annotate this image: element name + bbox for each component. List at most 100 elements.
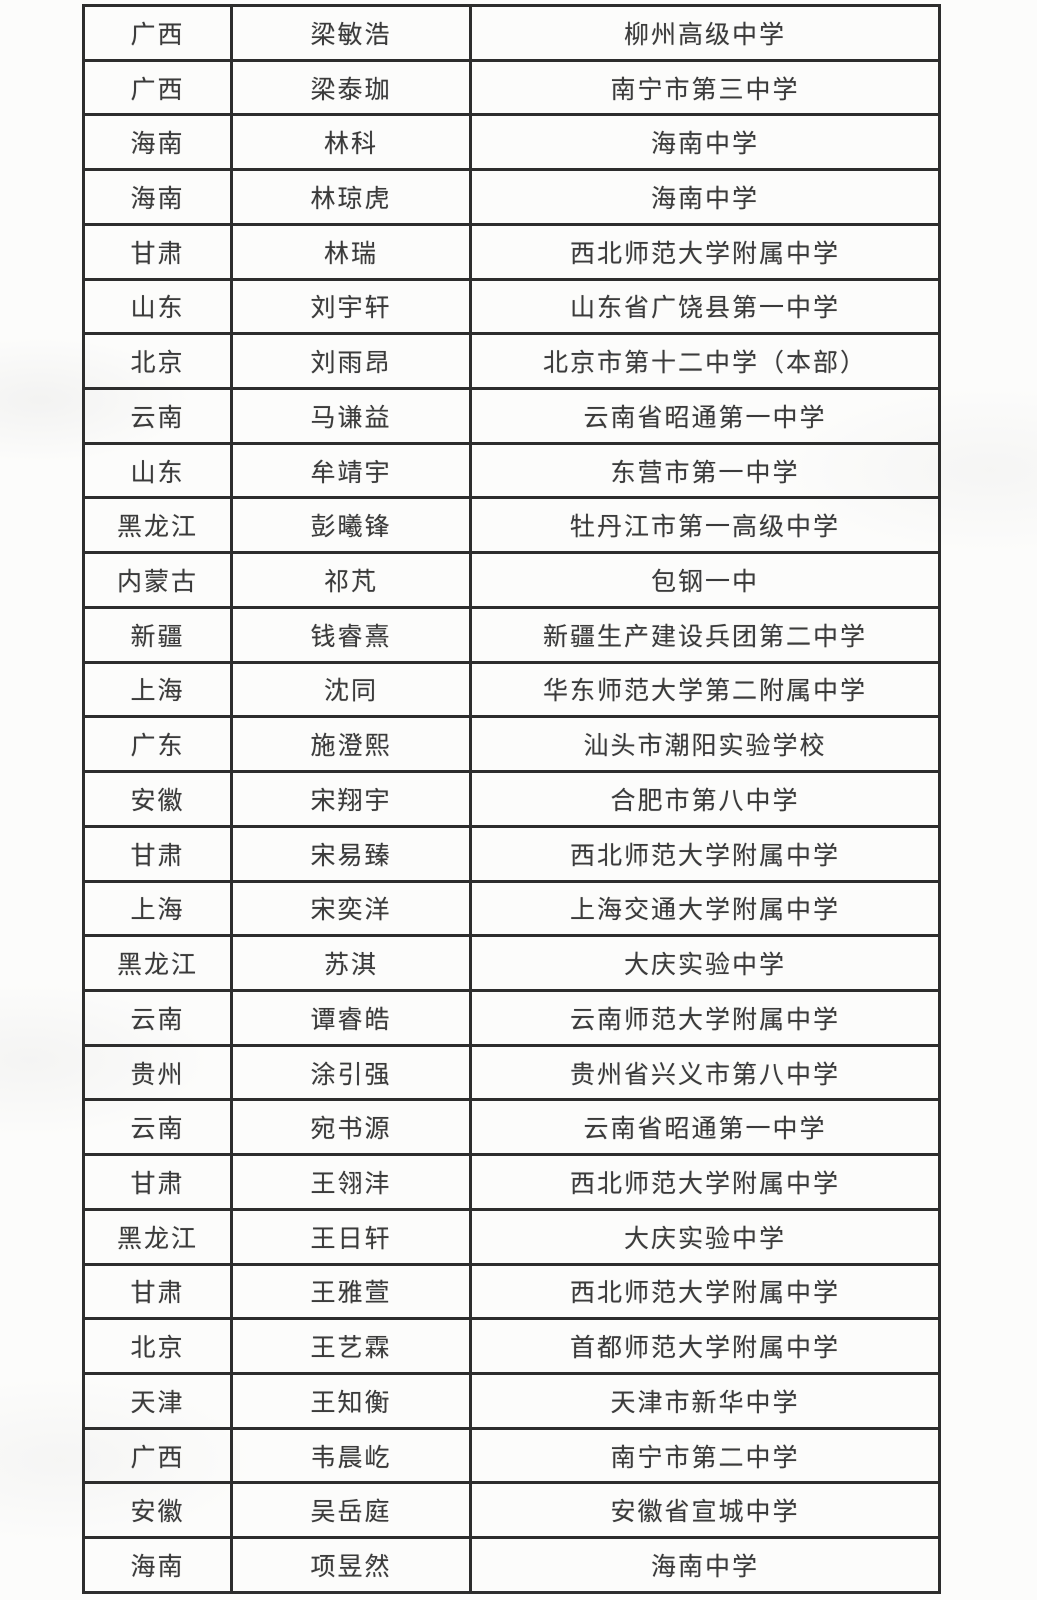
cell-province: 甘肃 [82, 222, 233, 281]
cell-name: 宋奕洋 [230, 879, 472, 938]
cell-school: 柳州高级中学 [469, 4, 941, 62]
cell-name: 吴岳庭 [230, 1481, 472, 1540]
cell-name: 梁敏浩 [230, 4, 472, 62]
cell-school: 海南中学 [469, 1536, 941, 1594]
cell-name: 沈同 [230, 660, 472, 719]
table-row: 甘肃 林瑞 西北师范大学附属中学 [82, 222, 941, 281]
cell-name: 马谦益 [230, 387, 472, 445]
table-row: 甘肃 王雅萱 西北师范大学附属中学 [82, 1262, 941, 1321]
cell-school: 上海交通大学附属中学 [469, 879, 941, 938]
table-row: 云南 宛书源 云南省昭通第一中学 [82, 1098, 941, 1157]
cell-school: 海南中学 [469, 168, 941, 226]
table-row: 内蒙古 祁芃 包钢一中 [82, 551, 941, 609]
table-row: 黑龙江 王日轩 大庆实验中学 [82, 1207, 941, 1266]
table-row: 上海 沈同 华东师范大学第二附属中学 [82, 660, 941, 719]
table-row: 山东 刘宇轩 山东省广饶县第一中学 [82, 277, 941, 336]
table-row: 海南 林科 海南中学 [82, 113, 941, 172]
cell-school: 云南省昭通第一中学 [469, 1098, 941, 1157]
cell-name: 苏淇 [230, 934, 472, 992]
cell-name: 韦晨屹 [230, 1426, 472, 1485]
table-row: 山东 牟靖宇 东营市第一中学 [82, 441, 941, 500]
cell-school: 西北师范大学附属中学 [469, 1262, 941, 1321]
table-row: 广西 梁敏浩 柳州高级中学 [82, 4, 941, 62]
cell-name: 施澄熙 [230, 715, 472, 774]
cell-school: 南宁市第二中学 [469, 1426, 941, 1485]
cell-province: 安徽 [82, 770, 233, 828]
cell-province: 甘肃 [82, 1262, 233, 1321]
table-row: 广东 施澄熙 汕头市潮阳实验学校 [82, 715, 941, 774]
cell-name: 钱睿熹 [230, 605, 472, 664]
table-row: 广西 梁泰珈 南宁市第三中学 [82, 58, 941, 117]
cell-school: 汕头市潮阳实验学校 [469, 715, 941, 774]
cell-school: 牡丹江市第一高级中学 [469, 496, 941, 555]
cell-province: 贵州 [82, 1043, 233, 1102]
cell-name: 刘宇轩 [230, 277, 472, 336]
cell-school: 北京市第十二中学（本部） [469, 332, 941, 391]
table-row: 海南 项昱然 海南中学 [82, 1536, 941, 1594]
student-roster-table: 广西 梁敏浩 柳州高级中学 广西 梁泰珈 南宁市第三中学 海南 林科 海南中学 海南 林琼虎 海南中学… [82, 4, 941, 1594]
cell-name: 宋翔宇 [230, 770, 472, 828]
table-row: 北京 刘雨昂 北京市第十二中学（本部） [82, 332, 941, 391]
cell-province: 广西 [82, 1426, 233, 1485]
cell-school: 大庆实验中学 [469, 934, 941, 992]
cell-name: 谭睿皓 [230, 988, 472, 1047]
cell-province: 新疆 [82, 605, 233, 664]
cell-province: 上海 [82, 660, 233, 719]
table-row: 上海 宋奕洋 上海交通大学附属中学 [82, 879, 941, 938]
cell-name: 祁芃 [230, 551, 472, 609]
cell-province: 黑龙江 [82, 496, 233, 555]
cell-school: 包钢一中 [469, 551, 941, 609]
cell-province: 山东 [82, 441, 233, 500]
table-row: 黑龙江 彭曦锋 牡丹江市第一高级中学 [82, 496, 941, 555]
cell-province: 云南 [82, 988, 233, 1047]
table-row: 云南 马谦益 云南省昭通第一中学 [82, 387, 941, 445]
cell-province: 甘肃 [82, 824, 233, 883]
cell-name: 王雅萱 [230, 1262, 472, 1321]
cell-province: 广东 [82, 715, 233, 774]
cell-name: 王知衡 [230, 1371, 472, 1430]
cell-school: 安徽省宣城中学 [469, 1481, 941, 1540]
cell-name: 林瑞 [230, 222, 472, 281]
table-row: 黑龙江 苏淇 大庆实验中学 [82, 934, 941, 992]
cell-province: 上海 [82, 879, 233, 938]
table-row: 海南 林琼虎 海南中学 [82, 168, 941, 226]
cell-name: 王艺霖 [230, 1317, 472, 1375]
cell-province: 山东 [82, 277, 233, 336]
cell-school: 首都师范大学附属中学 [469, 1317, 941, 1375]
cell-name: 梁泰珈 [230, 58, 472, 117]
cell-school: 合肥市第八中学 [469, 770, 941, 828]
cell-school: 新疆生产建设兵团第二中学 [469, 605, 941, 664]
cell-province: 云南 [82, 1098, 233, 1157]
cell-province: 广西 [82, 4, 233, 62]
cell-school: 南宁市第三中学 [469, 58, 941, 117]
cell-province: 北京 [82, 332, 233, 391]
cell-school: 海南中学 [469, 113, 941, 172]
table-row: 新疆 钱睿熹 新疆生产建设兵团第二中学 [82, 605, 941, 664]
cell-name: 王翎沣 [230, 1153, 472, 1211]
cell-name: 宋易臻 [230, 824, 472, 883]
cell-name: 刘雨昂 [230, 332, 472, 391]
cell-province: 海南 [82, 113, 233, 172]
cell-province: 海南 [82, 1536, 233, 1594]
cell-school: 东营市第一中学 [469, 441, 941, 500]
cell-school: 西北师范大学附属中学 [469, 222, 941, 281]
cell-school: 山东省广饶县第一中学 [469, 277, 941, 336]
cell-province: 天津 [82, 1371, 233, 1430]
cell-province: 云南 [82, 387, 233, 445]
cell-school: 贵州省兴义市第八中学 [469, 1043, 941, 1102]
table-row: 安徽 宋翔宇 合肥市第八中学 [82, 770, 941, 828]
cell-province: 内蒙古 [82, 551, 233, 609]
cell-province: 黑龙江 [82, 1207, 233, 1266]
table-row: 甘肃 王翎沣 西北师范大学附属中学 [82, 1153, 941, 1211]
cell-name: 林科 [230, 113, 472, 172]
cell-school: 云南师范大学附属中学 [469, 988, 941, 1047]
cell-school: 西北师范大学附属中学 [469, 824, 941, 883]
table-row: 甘肃 宋易臻 西北师范大学附属中学 [82, 824, 941, 883]
table-row: 广西 韦晨屹 南宁市第二中学 [82, 1426, 941, 1485]
cell-school: 天津市新华中学 [469, 1371, 941, 1430]
cell-name: 项昱然 [230, 1536, 472, 1594]
cell-school: 大庆实验中学 [469, 1207, 941, 1266]
cell-name: 涂引强 [230, 1043, 472, 1102]
cell-school: 西北师范大学附属中学 [469, 1153, 941, 1211]
cell-province: 海南 [82, 168, 233, 226]
